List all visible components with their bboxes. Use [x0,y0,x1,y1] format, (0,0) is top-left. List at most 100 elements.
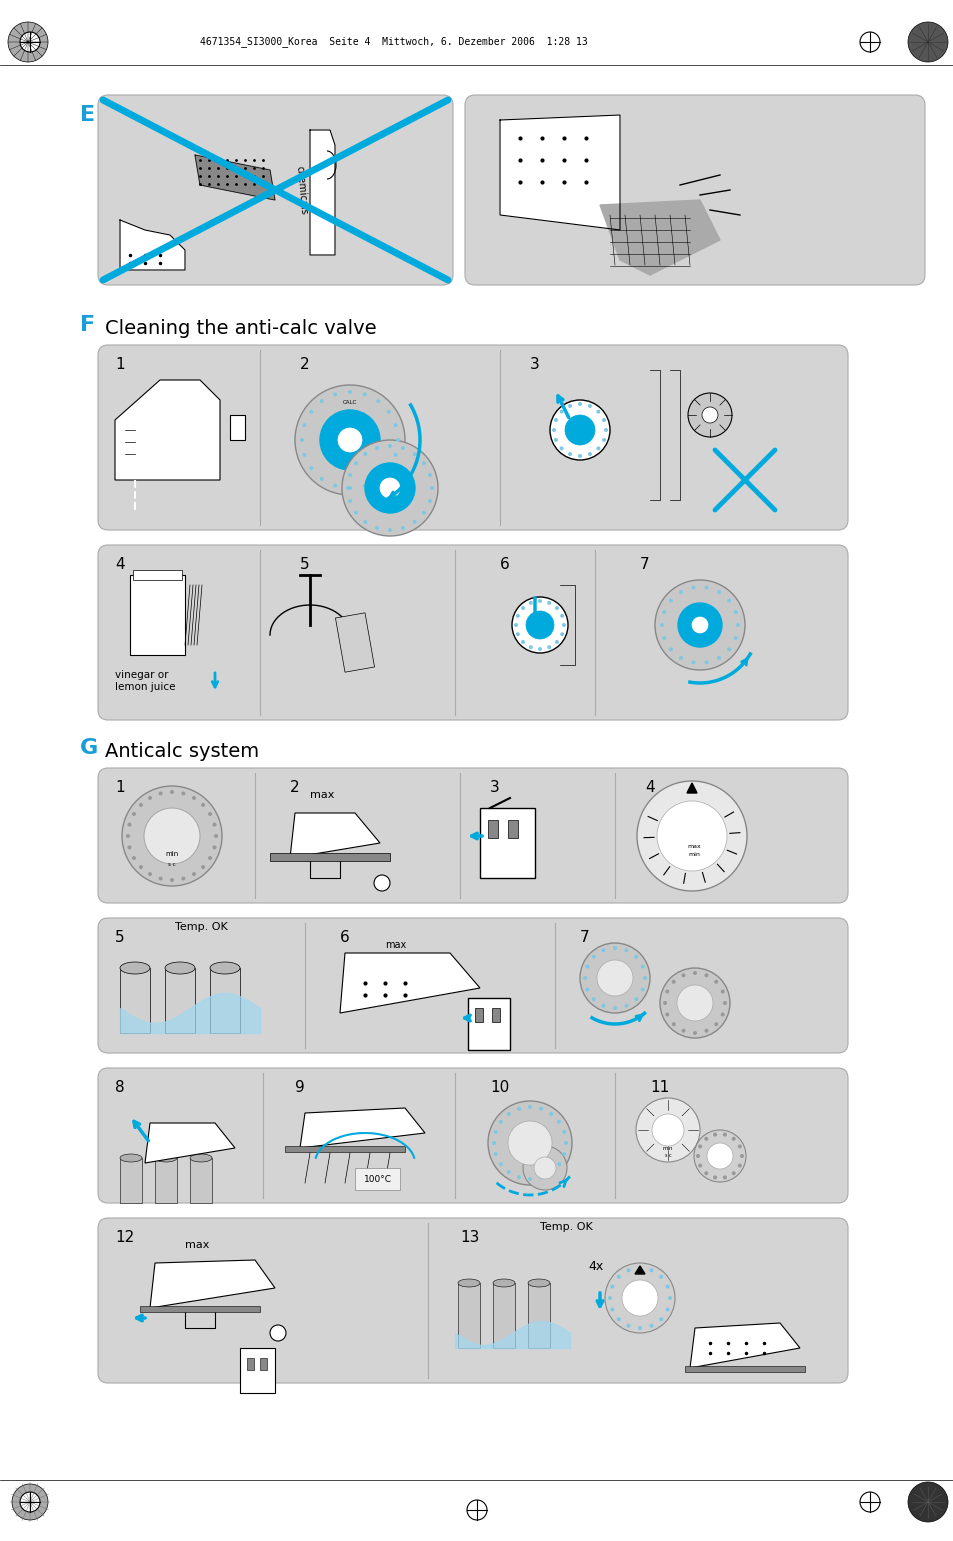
Circle shape [348,390,352,394]
Circle shape [597,960,633,995]
Circle shape [319,399,323,404]
Ellipse shape [120,962,150,974]
Circle shape [680,1029,685,1032]
Circle shape [701,407,718,422]
Circle shape [559,632,563,636]
Polygon shape [145,1123,234,1163]
Bar [492,1008,499,1022]
Circle shape [213,823,216,826]
Circle shape [181,877,185,880]
Bar [260,1358,267,1370]
Text: 100°C: 100°C [364,1174,392,1183]
Circle shape [309,410,313,415]
Circle shape [554,418,558,422]
Text: max: max [185,1241,209,1250]
Bar [493,1284,515,1348]
Circle shape [498,1120,502,1123]
Circle shape [557,1120,560,1123]
Circle shape [333,484,336,487]
Circle shape [488,1100,572,1185]
Bar [507,820,517,838]
Text: 11: 11 [649,1080,669,1096]
Circle shape [640,988,644,991]
Circle shape [703,1029,708,1032]
FancyBboxPatch shape [98,767,847,903]
Text: 13: 13 [459,1230,478,1245]
Circle shape [139,865,143,869]
Circle shape [552,428,556,431]
Circle shape [591,955,596,959]
Circle shape [671,980,675,983]
Ellipse shape [493,1279,515,1287]
Circle shape [559,613,563,618]
Circle shape [693,1130,745,1182]
Text: s c: s c [168,861,175,866]
Circle shape [428,499,432,502]
Circle shape [514,623,517,627]
Bar [130,575,185,655]
Ellipse shape [527,1279,550,1287]
Circle shape [128,823,132,826]
Text: 6: 6 [339,931,350,945]
Circle shape [642,975,646,980]
Circle shape [720,989,724,994]
Circle shape [596,410,599,413]
Circle shape [578,402,581,405]
Circle shape [691,586,695,590]
Text: 5: 5 [299,556,310,572]
Circle shape [733,636,737,640]
Circle shape [467,1499,486,1519]
Circle shape [677,985,712,1022]
Circle shape [547,601,551,604]
Text: s c: s c [664,1153,671,1157]
Circle shape [680,974,685,977]
Text: 2: 2 [299,358,310,371]
Circle shape [733,610,737,613]
Circle shape [859,32,879,52]
Circle shape [538,1176,542,1179]
Circle shape [158,792,162,795]
Circle shape [667,1296,671,1301]
Circle shape [126,834,130,838]
Circle shape [559,410,563,413]
Circle shape [213,846,216,849]
Circle shape [617,1274,620,1279]
Circle shape [348,473,352,478]
Bar [190,1157,212,1204]
Circle shape [722,1002,726,1005]
FancyBboxPatch shape [98,96,453,285]
Circle shape [400,525,405,530]
Circle shape [907,1482,947,1523]
Polygon shape [686,783,697,794]
Polygon shape [299,1108,424,1148]
Circle shape [319,410,379,470]
Polygon shape [635,1267,644,1274]
Circle shape [525,610,554,640]
Circle shape [696,1154,700,1157]
Bar [684,1365,804,1371]
Circle shape [659,623,663,627]
Circle shape [731,1137,735,1140]
Text: min: min [662,1147,673,1151]
Text: 6: 6 [499,556,509,572]
Circle shape [636,1099,700,1162]
Circle shape [520,606,524,610]
Circle shape [537,647,541,650]
Circle shape [698,1145,701,1148]
Circle shape [703,1171,707,1176]
Circle shape [550,401,609,461]
Circle shape [717,656,720,660]
Circle shape [665,1307,669,1311]
Text: min: min [165,851,178,857]
Bar [335,613,375,672]
Circle shape [520,640,524,644]
Bar [132,570,182,579]
Circle shape [737,1163,741,1168]
Text: 9: 9 [294,1080,304,1096]
Polygon shape [290,814,379,858]
Text: vinegar or
lemon juice: vinegar or lemon juice [115,670,175,692]
Circle shape [170,878,173,881]
Text: 3: 3 [490,780,499,795]
Circle shape [582,975,586,980]
Bar [120,968,150,1032]
